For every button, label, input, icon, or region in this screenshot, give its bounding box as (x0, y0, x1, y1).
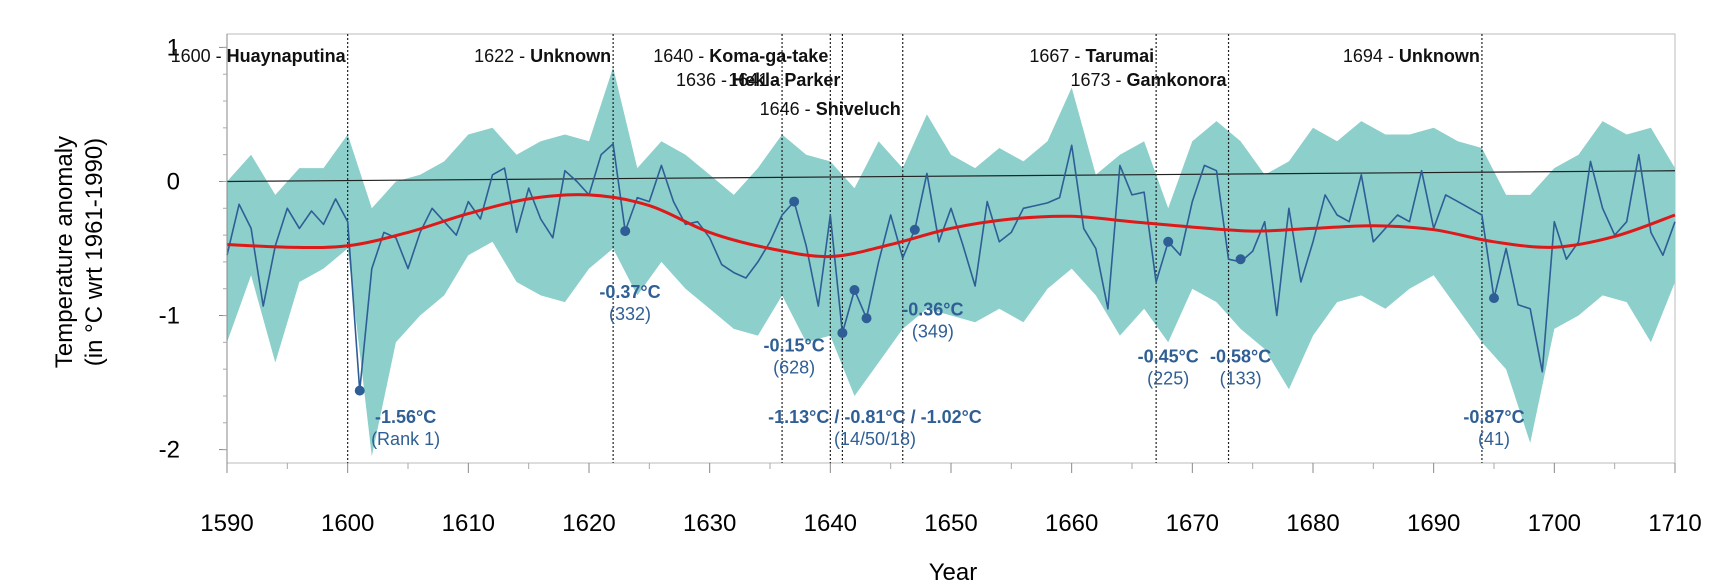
uncertainty-band-layer (227, 67, 1675, 457)
eruption-label-1636: 1636 - Hekla (676, 70, 781, 90)
annotation-rank: (225) (1147, 368, 1189, 388)
annotation-rank: (14/50/18) (834, 429, 916, 449)
highlight-point-1641 (837, 327, 848, 338)
highlight-point-1643 (861, 313, 872, 324)
linear-trend-line (226, 170, 1676, 183)
annotation-temp: -0.36°C (902, 300, 963, 320)
x-tick-label: 1670 (1166, 510, 1219, 537)
axes-layer: 1 0 -1 -2 1590 1600 1610 1620 1630 1640 1650 1660 16… (159, 34, 1702, 537)
x-tick-label: 1660 (1045, 510, 1098, 537)
eruption-label-1641: 1641 - Parker (728, 70, 840, 90)
eruption-year-label: 1600 - (171, 46, 227, 66)
x-tick-label: 1700 (1528, 510, 1581, 537)
x-tick-label: 1590 (200, 510, 253, 537)
annotation-temp: -1.56°C (375, 407, 436, 427)
highlight-point-1623 (620, 226, 631, 237)
eruption-label-1640: 1640 - Koma-ga-take (653, 46, 828, 66)
x-tick-label: 1640 (804, 510, 857, 537)
annotation-rank: (332) (609, 304, 651, 324)
annotation-rank: (349) (912, 322, 954, 342)
eruption-volcano-name: Tarumai (1085, 46, 1154, 66)
eruption-year-label: 1641 - (728, 70, 784, 90)
x-tick-label: 1620 (562, 510, 615, 537)
annotations-layer: -1.56°C(Rank 1) -0.37°C(332) -0.15°C(628) -… (371, 282, 1525, 449)
smoothed-series-layer (226, 193, 1676, 259)
eruption-volcano-name: Unknown (1399, 46, 1480, 66)
annotation-rank: (Rank 1) (371, 429, 440, 449)
eruption-volcano-name: Parker (784, 70, 840, 90)
x-tick-label: 1630 (683, 510, 736, 537)
highlight-point-1668 (1163, 236, 1174, 247)
highlight-points-layer (354, 196, 1499, 396)
annotation-temp: -0.15°C (764, 336, 825, 356)
x-tick-label: 1650 (924, 510, 977, 537)
eruption-label-1646: 1646 - Shiveluch (760, 99, 901, 119)
eruption-volcano-name: Huaynaputina (227, 46, 347, 66)
eruption-label-1694: 1694 - Unknown (1343, 46, 1480, 66)
y-axis-title-line2: (in °C wrt 1961-1990) (81, 138, 108, 366)
x-tick-label: 1610 (442, 510, 495, 537)
y-axis-title-line1: Temperature anomaly (51, 136, 78, 368)
smoothed-series-line (226, 193, 1676, 259)
x-axis-title: Year (929, 559, 978, 586)
highlight-point-1647 (909, 224, 920, 235)
eruption-volcano-name: Koma-ga-take (709, 46, 828, 66)
eruption-label-1673: 1673 - Gamkonora (1070, 70, 1227, 90)
highlight-point-1695 (1489, 293, 1499, 304)
eruption-label-1622: 1622 - Unknown (474, 46, 611, 66)
eruption-volcano-name: Unknown (530, 46, 611, 66)
eruption-year-label: 1636 - (676, 70, 732, 90)
annotation-rank: (628) (773, 358, 815, 378)
eruption-volcano-name: Gamkonora (1127, 70, 1228, 90)
annotation-rank: (41) (1478, 429, 1510, 449)
x-tick-label: 1600 (321, 510, 374, 537)
eruption-lines-layer (347, 34, 1483, 463)
eruption-volcano-name: Shiveluch (816, 99, 901, 119)
eruption-volcano-name: Hekla (732, 70, 781, 90)
eruption-labels-layer: 1600 - Huaynaputina 1622 - Unknown 1636 - … (171, 46, 1480, 119)
x-tick-label: 1680 (1286, 510, 1339, 537)
highlight-point-1674 (1235, 254, 1246, 265)
y-tick-label: -1 (159, 303, 180, 330)
annotation-temp: -1.13°C / -0.81°C / -1.02°C (768, 407, 982, 427)
highlight-point-1642 (849, 285, 860, 296)
x-tick-label: 1710 (1648, 510, 1701, 537)
annotation-temp: -0.37°C (599, 282, 660, 302)
annotation-temp: -0.58°C (1210, 346, 1271, 366)
eruption-label-1667: 1667 - Tarumai (1029, 46, 1154, 66)
linear-trend-layer (226, 170, 1676, 183)
uncertainty-band (227, 67, 1675, 457)
eruption-year-label: 1640 - (653, 46, 709, 66)
y-tick-label: -2 (159, 437, 180, 464)
y-tick-label: 0 (167, 168, 180, 195)
eruption-year-label: 1646 - (760, 99, 816, 119)
highlight-point-1637 (789, 196, 800, 207)
annotation-temp: -0.87°C (1463, 407, 1524, 427)
highlight-point-1601 (354, 385, 365, 396)
annotation-temp: -0.45°C (1138, 346, 1199, 366)
x-tick-label: 1690 (1407, 510, 1460, 537)
eruption-label-1600: 1600 - Huaynaputina (171, 46, 347, 66)
annotation-rank: (133) (1220, 368, 1262, 388)
eruption-year-label: 1667 - (1029, 46, 1085, 66)
eruption-year-label: 1694 - (1343, 46, 1399, 66)
y-tick-label: 1 (167, 34, 180, 61)
eruption-year-label: 1673 - (1070, 70, 1126, 90)
eruption-year-label: 1622 - (474, 46, 530, 66)
